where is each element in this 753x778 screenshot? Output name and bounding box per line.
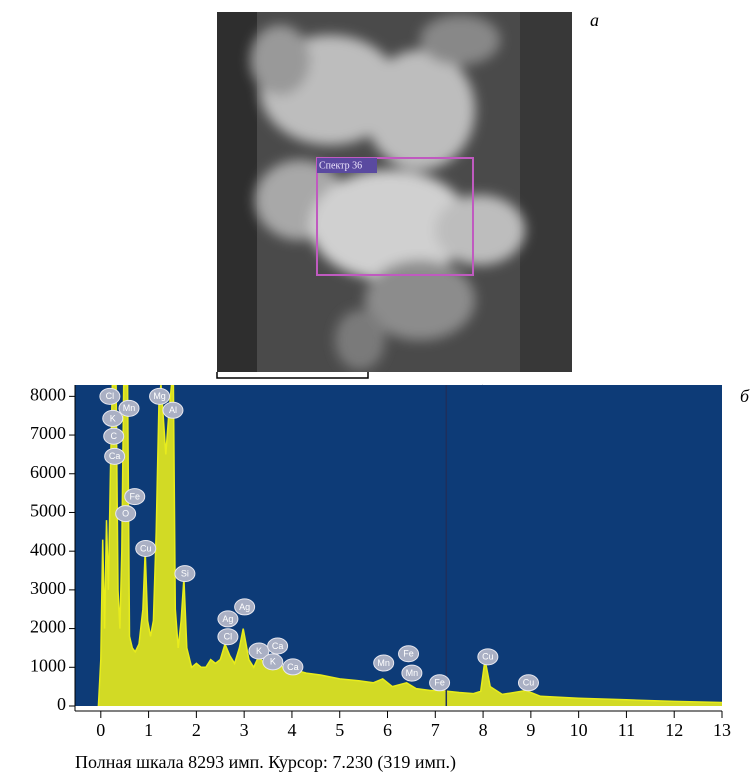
y-tick-label: 3000 [30, 578, 66, 598]
x-tick-label: 13 [713, 720, 731, 740]
peak-marker [102, 409, 124, 427]
region-tag [317, 158, 377, 173]
peak-label: Mn [377, 658, 390, 668]
footer: Полная шкала 8293 имп. Курсор: 7.230 (31… [75, 752, 456, 773]
x-tick-label: 6 [383, 720, 392, 740]
peak-label: K [256, 646, 262, 656]
y-tick-label: 2000 [30, 617, 66, 637]
peak-marker [162, 401, 184, 419]
peak-marker [267, 637, 289, 655]
x-tick-label: 1 [144, 720, 153, 740]
peak-marker [135, 539, 157, 557]
peak-marker [118, 399, 140, 417]
spectrum-line [97, 385, 722, 706]
peak-label: Mg [153, 391, 166, 401]
spectrum-region [316, 157, 474, 276]
peak-marker [103, 427, 125, 445]
peak-marker [248, 642, 270, 660]
peak-marker [398, 645, 420, 663]
peak-marker [234, 598, 256, 616]
region-label: Спектр 36 [319, 160, 362, 171]
peak-label: Fe [129, 491, 140, 501]
peak-label: Fe [434, 678, 445, 688]
y-tick-label: 4000 [30, 539, 66, 559]
y-tick-label: 5000 [30, 501, 66, 521]
scale-bar [216, 372, 369, 379]
peak-label: Cu [523, 678, 535, 688]
peak-marker [429, 674, 451, 692]
peak-marker [517, 674, 539, 692]
x-tick-label: 11 [618, 720, 635, 740]
peak-label: Al [169, 405, 177, 415]
peak-label: C [110, 431, 117, 441]
x-tick-label: 12 [665, 720, 683, 740]
y-tick-label: 0 [57, 694, 66, 714]
x-tick-label: 0 [96, 720, 105, 740]
peak-marker [124, 488, 146, 506]
panel-label: а [590, 10, 599, 30]
peak-marker [115, 505, 137, 523]
peak-label: K [270, 657, 276, 667]
peak-marker [174, 565, 196, 583]
peak-marker [217, 628, 239, 646]
peak-marker [401, 664, 423, 682]
peak-label: Si [181, 568, 189, 578]
peak-label: Cl [106, 391, 115, 401]
peak-label: Ca [109, 451, 121, 461]
peak-label: Cu [140, 543, 152, 553]
y-tick-label: 7000 [30, 423, 66, 443]
peak-label: Mn [123, 403, 136, 413]
peak-marker [373, 654, 395, 672]
sem-image [217, 12, 572, 372]
x-tick-label: 7 [431, 720, 440, 740]
peak-label: Ag [222, 614, 233, 624]
peak-marker [99, 387, 121, 405]
peak-label: Ca [272, 641, 284, 651]
peak-label: Mn [406, 668, 419, 678]
peak-marker [149, 387, 171, 405]
peak-label: Ag [239, 602, 250, 612]
peak-marker [282, 658, 304, 676]
x-tick-label: 4 [287, 720, 296, 740]
x-tick-label: 9 [526, 720, 535, 740]
peak-label: Fe [403, 649, 414, 659]
y-tick-label: 1000 [30, 655, 66, 675]
x-tick-label: 5 [335, 720, 344, 740]
y-tick-label: 6000 [30, 462, 66, 482]
peak-label: O [122, 508, 129, 518]
peak-marker [104, 447, 126, 465]
peak-marker [262, 653, 284, 671]
y-tick-label: 8000 [30, 384, 66, 404]
peak-label: Cl [224, 632, 233, 642]
x-tick-label: 3 [240, 720, 249, 740]
peak-label: Ca [287, 662, 299, 672]
peak-marker [217, 610, 239, 628]
peak-marker [477, 648, 499, 666]
peak-label: Cu [482, 652, 494, 662]
x-tick-label: 10 [570, 720, 588, 740]
x-tick-label: 2 [192, 720, 201, 740]
spectrum-fill [98, 385, 722, 706]
panel-label: б [740, 386, 750, 406]
peak-label: K [110, 413, 116, 423]
x-tick-label: 8 [479, 720, 488, 740]
